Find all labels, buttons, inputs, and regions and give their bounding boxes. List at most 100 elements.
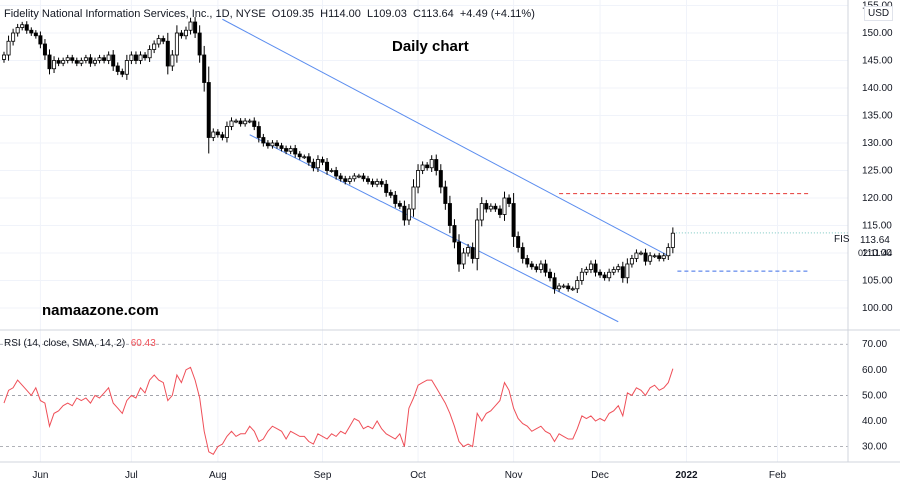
rsi-line <box>3 366 674 455</box>
candle-body <box>602 274 607 279</box>
candle-body <box>325 161 330 171</box>
candle-body <box>484 203 489 210</box>
candle-body <box>288 148 293 152</box>
candle-body <box>170 54 175 67</box>
x-tick-label: Nov <box>505 470 523 481</box>
candle-body <box>93 60 98 64</box>
rsi-legend-value: 60.43 <box>130 338 156 349</box>
candle-body <box>320 159 325 163</box>
candle-body <box>329 170 334 172</box>
candle-body <box>475 219 480 259</box>
candle-body <box>634 252 639 259</box>
candle-body <box>620 266 625 279</box>
x-tick-label: Sep <box>314 470 332 481</box>
candle-body <box>397 203 402 207</box>
candle-body <box>393 194 398 204</box>
candle-body <box>538 263 543 270</box>
candle-body <box>488 205 493 210</box>
candle-body <box>83 57 88 61</box>
y-tick-label: 130.00 <box>862 138 893 149</box>
currency-label[interactable]: USD <box>864 6 894 21</box>
x-tick-label: 2022 <box>675 470 698 481</box>
y-tick-label: 115.00 <box>862 221 892 232</box>
symbol-legend: Fidelity National Information Services, … <box>4 8 535 20</box>
candle-body <box>643 252 648 262</box>
y-tick-label: 150.00 <box>862 28 893 39</box>
chart-title: Daily chart <box>392 38 469 55</box>
candle-body <box>352 175 357 180</box>
candle-body <box>525 258 530 265</box>
candle-body <box>97 57 102 61</box>
candle-body <box>661 255 666 259</box>
candle-body <box>356 175 361 178</box>
candle-body <box>274 142 279 147</box>
candle-body <box>261 137 266 144</box>
candle-body <box>156 38 161 45</box>
candle-body <box>152 43 157 50</box>
candle-body <box>256 126 261 138</box>
candle-body <box>511 203 516 237</box>
candle-body <box>202 54 207 83</box>
open-label: O <box>271 8 281 20</box>
candle-body <box>657 255 662 259</box>
candle-body <box>579 271 584 281</box>
candle-body <box>47 54 52 70</box>
watermark: namaazone.com <box>42 302 159 319</box>
candle-body <box>438 170 443 188</box>
candle-body <box>52 60 57 70</box>
candle-body <box>65 57 70 61</box>
y-tick-label: 105.00 <box>862 276 893 287</box>
candle-body <box>138 54 143 61</box>
low-value: 109.03 <box>373 8 407 20</box>
x-tick-label: Jul <box>125 470 138 481</box>
candle-body <box>347 178 352 182</box>
x-tick-label: Oct <box>410 470 426 481</box>
candle-layer <box>2 17 848 294</box>
candle-body <box>616 266 621 270</box>
grid-layer <box>0 0 848 462</box>
candle-body <box>247 120 252 123</box>
candle-body <box>361 175 366 180</box>
candle-body <box>593 263 598 273</box>
candle-body <box>416 170 421 188</box>
candle-body <box>120 71 125 75</box>
candle-body <box>516 236 521 248</box>
rsi-tick-label: 30.00 <box>862 442 887 453</box>
candle-body <box>370 181 375 185</box>
candle-body <box>252 120 257 127</box>
candle-body <box>124 60 129 75</box>
candle-body <box>434 159 439 171</box>
rsi-tick-label: 60.00 <box>862 365 887 376</box>
candle-body <box>297 153 302 158</box>
open-value: 109.35 <box>280 8 315 20</box>
change-value: +4.49 (+4.11%) <box>459 8 535 20</box>
candle-body <box>2 54 7 60</box>
candle-body <box>598 271 603 276</box>
candle-body <box>38 35 43 45</box>
symbol-line: Fidelity National Information Services, … <box>4 8 266 20</box>
channel-lower-line <box>249 134 619 323</box>
rsi-tick-label: 40.00 <box>862 416 887 427</box>
candle-body <box>429 159 434 169</box>
rsi-legend-name: RSI (14, close, SMA, 14, 2) <box>4 338 126 349</box>
candle-body <box>375 181 380 185</box>
candle-body <box>293 148 298 155</box>
candle-body <box>447 203 452 226</box>
candle-body <box>29 29 34 34</box>
candle-body <box>384 183 389 193</box>
candle-body <box>466 247 471 254</box>
candle-body <box>420 164 425 171</box>
rsi-tick-label: 70.00 <box>862 339 887 350</box>
countdown-label: 02:11:44 <box>858 248 893 258</box>
candle-body <box>588 263 593 270</box>
candle-body <box>584 269 589 273</box>
candle-body <box>548 271 553 279</box>
candle-body <box>520 247 525 259</box>
channel-layer <box>222 18 810 323</box>
candle-body <box>543 263 548 273</box>
candle-body <box>611 269 616 273</box>
candle-body <box>188 21 193 31</box>
ticker-label: FIS <box>834 234 850 245</box>
